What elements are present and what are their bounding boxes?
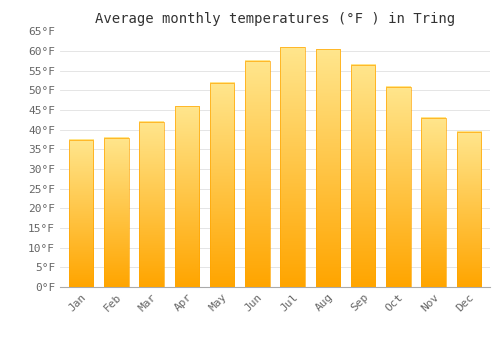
Bar (280, 47, 305, 287)
Bar (245, 61, 270, 287)
Bar (245, 61, 270, 287)
Bar (456, 132, 481, 287)
Bar (422, 118, 446, 287)
Bar (69, 140, 94, 287)
Bar (351, 65, 376, 287)
Title: Average monthly temperatures (°F ) in Tring: Average monthly temperatures (°F ) in Tr… (95, 12, 455, 26)
Bar (456, 132, 481, 287)
Bar (351, 65, 376, 287)
Bar (174, 106, 199, 287)
Bar (316, 49, 340, 287)
Bar (386, 86, 410, 287)
Bar (422, 118, 446, 287)
Bar (280, 47, 305, 287)
Bar (140, 122, 164, 287)
Bar (69, 140, 94, 287)
Bar (210, 83, 234, 287)
Bar (174, 106, 199, 287)
Bar (316, 49, 340, 287)
Bar (104, 138, 128, 287)
Bar (104, 138, 128, 287)
Bar (140, 122, 164, 287)
Bar (210, 83, 234, 287)
Bar (386, 86, 410, 287)
